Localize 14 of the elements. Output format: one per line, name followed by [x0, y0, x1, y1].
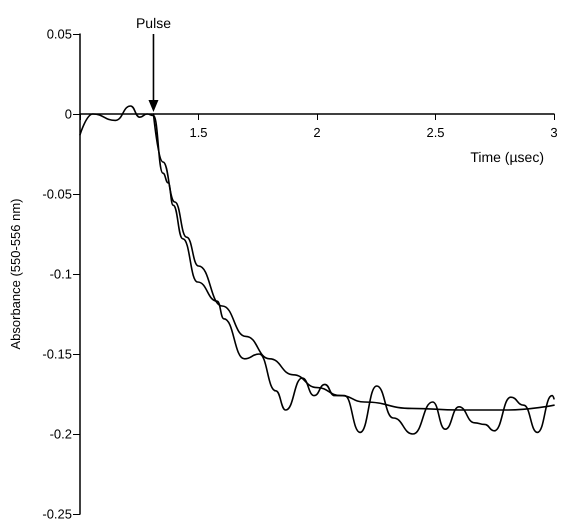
y-tick-label: -0.1: [50, 266, 72, 282]
x-tick-label: 2.5: [426, 125, 445, 140]
x-tick-label: 1.5: [189, 125, 208, 140]
y-axis-title: Absorbance (550-556 nm): [8, 198, 23, 350]
y-tick-label: -0.15: [42, 346, 72, 362]
y-tick-label: 0: [64, 106, 72, 122]
x-axis-title: Time (µsec): [470, 149, 544, 165]
x-tick-label: 2: [313, 125, 321, 140]
x-tick-label: 3: [550, 125, 558, 140]
y-tick-label: -0.25: [42, 506, 72, 522]
y-tick-label: -0.05: [42, 186, 72, 202]
y-tick-label: -0.2: [50, 426, 72, 442]
text: Pulse: [136, 15, 172, 31]
y-tick-label: 0.05: [46, 26, 72, 42]
